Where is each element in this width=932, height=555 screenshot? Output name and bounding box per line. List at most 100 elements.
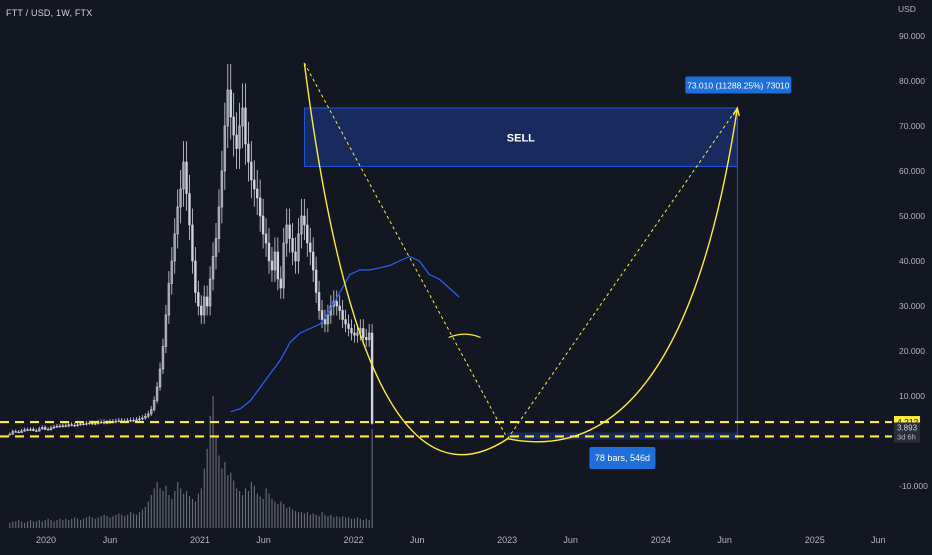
candle-body xyxy=(188,193,191,226)
target-label-text: 73.010 (11288.25%) 73010 xyxy=(687,81,790,91)
volume-bar xyxy=(115,514,117,528)
volume-bar xyxy=(333,517,335,528)
candle xyxy=(158,362,162,391)
candle-body xyxy=(232,116,235,136)
volume-bar xyxy=(12,521,14,528)
x-tick-label: Jun xyxy=(103,535,118,545)
volume-bar xyxy=(365,518,367,528)
volume-bar xyxy=(262,498,264,528)
candle xyxy=(267,227,271,274)
volume-bar xyxy=(162,491,164,528)
volume-bar xyxy=(186,491,188,528)
candle-body xyxy=(102,421,106,424)
range-label-text: 78 bars, 546d xyxy=(595,453,650,463)
candle-body xyxy=(247,143,250,163)
candle-body xyxy=(244,107,247,145)
volume-bar xyxy=(312,513,314,528)
y-tick-label: 90.000 xyxy=(899,31,925,41)
volume-bar xyxy=(224,462,226,528)
countdown-text: 3d 6h xyxy=(897,432,916,441)
candle-body xyxy=(73,424,76,427)
candle-body xyxy=(76,424,79,426)
volume-bar xyxy=(239,491,241,528)
y-tick-label: 10.000 xyxy=(899,391,925,401)
candle xyxy=(353,324,356,343)
volume-bar xyxy=(153,488,155,528)
candle-body xyxy=(323,319,327,325)
candle xyxy=(155,381,159,404)
moving-average-line xyxy=(230,255,460,413)
candle xyxy=(141,415,144,421)
volume-bar xyxy=(127,514,129,528)
volume-bar xyxy=(68,520,70,528)
candle-body xyxy=(85,423,88,425)
candle-body xyxy=(129,419,132,422)
candle-body xyxy=(17,431,20,434)
volume-bar xyxy=(356,517,358,528)
volume-bar xyxy=(18,520,20,528)
volume-bar xyxy=(91,517,93,528)
candle-body xyxy=(185,161,188,194)
volume-bar xyxy=(286,508,288,528)
candle-body xyxy=(23,429,26,432)
candle-body xyxy=(43,427,47,430)
volume-bar xyxy=(236,488,238,528)
candle xyxy=(132,417,135,423)
candle xyxy=(303,198,306,241)
volume-bar xyxy=(133,513,135,528)
candle-body xyxy=(365,337,368,341)
candle xyxy=(20,429,23,434)
candle-body xyxy=(29,428,32,431)
symbol-title[interactable]: FTT / USD, 1W, FTX xyxy=(6,8,93,18)
sell-zone xyxy=(303,107,738,167)
volume-bar xyxy=(15,521,17,528)
volume-bar xyxy=(209,415,211,528)
candle xyxy=(164,304,168,354)
volume-bar xyxy=(138,512,141,528)
candle xyxy=(182,141,185,207)
projection-dotted-up xyxy=(507,107,738,440)
candle-body xyxy=(138,418,141,421)
candle xyxy=(241,83,244,149)
cup-curve-up xyxy=(507,107,739,443)
volume-bar xyxy=(94,518,96,528)
candle xyxy=(314,256,318,303)
y-tick-label: 70.000 xyxy=(899,121,925,131)
candle-body xyxy=(258,197,262,217)
volume-bar xyxy=(100,516,102,528)
candle xyxy=(149,405,153,416)
candle-body xyxy=(164,314,168,347)
volume-bar xyxy=(191,498,194,528)
candle xyxy=(311,237,315,282)
candle xyxy=(250,141,253,199)
volume-bar xyxy=(348,517,350,528)
candle-body xyxy=(250,161,253,181)
volume-bar xyxy=(241,495,244,528)
volume-bar xyxy=(21,521,23,528)
candle-body xyxy=(314,269,318,293)
candle-body xyxy=(297,233,300,262)
volume-bar xyxy=(280,501,282,528)
candle-body xyxy=(350,328,353,334)
candle xyxy=(197,280,200,316)
candle xyxy=(214,222,218,270)
candle-body xyxy=(173,233,176,262)
candle xyxy=(285,208,288,257)
candle xyxy=(17,430,20,434)
candle-body xyxy=(282,242,285,289)
candle-body xyxy=(226,89,229,127)
candle-body xyxy=(367,332,371,341)
candle-body xyxy=(370,332,374,424)
candle xyxy=(326,304,330,333)
volume-bar xyxy=(218,455,220,528)
volume-bar xyxy=(29,520,32,528)
candle xyxy=(365,328,368,347)
volume-bar xyxy=(306,512,308,528)
candle-body xyxy=(220,170,224,208)
volume-bar xyxy=(118,513,120,528)
cup-curve-down xyxy=(303,62,508,456)
y-tick-label: 40.000 xyxy=(899,256,925,266)
candle-body xyxy=(317,292,321,311)
